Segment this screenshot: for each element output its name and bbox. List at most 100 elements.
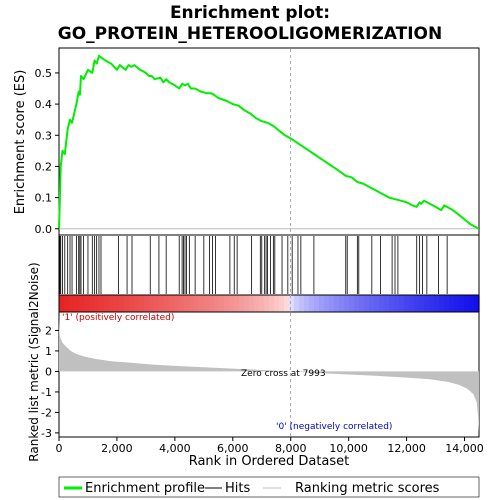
rank-color-segment <box>389 295 395 312</box>
rank-color-segment <box>449 295 455 312</box>
rank-color-segment <box>234 295 240 312</box>
rank-color-segment <box>69 295 75 312</box>
rank-color-segment <box>64 295 70 312</box>
rank-color-segment <box>89 295 95 312</box>
rank-color-bar <box>58 294 480 313</box>
legend-label-hits: Hits <box>225 481 250 496</box>
es-y-tick-label: 0.5 <box>35 67 53 80</box>
es-y-tick-label: 0.3 <box>35 129 53 142</box>
x-tick-label: 2,000 <box>101 442 133 455</box>
rank-color-segment <box>244 295 250 312</box>
rank-color-segment <box>469 295 475 312</box>
chart-title-line-1: Enrichment plot: <box>170 3 330 23</box>
rank-color-segment <box>319 295 325 312</box>
rank-color-segment <box>104 295 110 312</box>
rank-color-segment <box>179 295 185 312</box>
es-y-axis-label: Enrichment score (ES) <box>13 70 28 215</box>
rank-color-segment <box>144 295 150 312</box>
rank-color-segment <box>409 295 415 312</box>
rank-color-segment <box>139 295 145 312</box>
rank-color-segment <box>344 295 350 312</box>
rank-color-segment <box>474 295 480 312</box>
rank-color-segment <box>59 295 65 312</box>
rank-color-segment <box>114 295 120 312</box>
x-tick-label: 12,000 <box>387 442 426 455</box>
ranking-metric-area <box>59 316 479 433</box>
rank-color-segment <box>359 295 365 312</box>
x-axis-label: Rank in Ordered Dataset <box>189 454 350 469</box>
rank-color-segment <box>79 295 85 312</box>
es-y-tick-label: 0.4 <box>35 98 53 111</box>
rank-color-segment <box>254 295 260 312</box>
rank-color-segment <box>349 295 355 312</box>
rank-color-segment <box>324 295 330 312</box>
rank-color-segment <box>364 295 370 312</box>
rank-color-segment <box>379 295 385 312</box>
legend-label-enrichment-profile: Enrichment profile <box>85 481 205 496</box>
rank-color-segment <box>304 295 310 312</box>
x-tick-label: 6,000 <box>217 442 249 455</box>
negative-correlation-label: '0' (negatively correlated) <box>276 422 392 432</box>
rank-color-segment <box>249 295 255 312</box>
es-y-tick-label: 0.1 <box>35 192 53 205</box>
rank-color-segment <box>334 295 340 312</box>
legend-box <box>58 476 480 498</box>
metric-y-tick-label: 2 <box>45 324 52 337</box>
rank-color-segment <box>314 295 320 312</box>
x-tick-label: 8,000 <box>275 442 307 455</box>
rank-color-segment <box>214 295 220 312</box>
rank-color-segment <box>274 295 280 312</box>
rank-color-segment <box>164 295 170 312</box>
rank-color-segment <box>134 295 140 312</box>
enrichment-profile-line <box>58 54 479 230</box>
rank-color-segment <box>109 295 115 312</box>
rank-color-segment <box>259 295 265 312</box>
rank-color-segment <box>84 295 90 312</box>
rank-color-segment <box>294 295 300 312</box>
es-y-tick-label: 0.0 <box>35 223 53 236</box>
rank-color-segment <box>439 295 445 312</box>
rank-color-segment <box>264 295 270 312</box>
rank-color-segment <box>299 295 305 312</box>
metric-y-axis-label: Ranked list metric (Signal2Noise) <box>27 262 41 461</box>
rank-color-segment <box>204 295 210 312</box>
x-tick-label: 4,000 <box>159 442 191 455</box>
rank-color-segment <box>119 295 125 312</box>
rank-color-segment <box>434 295 440 312</box>
rank-color-segment <box>189 295 195 312</box>
rank-color-segment <box>424 295 430 312</box>
rank-color-segment <box>464 295 470 312</box>
rank-color-segment <box>94 295 100 312</box>
rank-color-segment <box>289 295 295 312</box>
rank-color-segment <box>394 295 400 312</box>
rank-color-segment <box>149 295 155 312</box>
metric-y-tick-label: 1 <box>45 345 52 358</box>
rank-color-segment <box>384 295 390 312</box>
x-tick-label: 14,000 <box>445 442 484 455</box>
positive-correlation-label: '1' (positively correlated) <box>62 313 174 323</box>
hits-layer <box>59 236 448 294</box>
metric-layer <box>59 49 479 436</box>
rank-color-segment <box>454 295 460 312</box>
rank-color-segment <box>459 295 465 312</box>
rank-color-segment <box>374 295 380 312</box>
metric-y-tick-label: -2 <box>41 406 52 419</box>
rank-color-segment <box>369 295 375 312</box>
rank-color-segment <box>419 295 425 312</box>
rank-color-segment <box>194 295 200 312</box>
axes-ticks: 0.0 0.1 0.2 0.3 0.4 0.5 2 1 0 -1 -2 -3 0 2,000 4,000 6,… <box>35 67 484 455</box>
rank-color-segment <box>404 295 410 312</box>
es-y-tick-label: 0.2 <box>35 160 53 173</box>
rank-color-segment <box>129 295 135 312</box>
legend: Enrichment profile Hits Ranking metric s… <box>58 476 480 498</box>
rank-color-segment <box>309 295 315 312</box>
rank-color-segment <box>224 295 230 312</box>
rank-color-segment <box>124 295 130 312</box>
zero-cross-label: Zero cross at 7993 <box>241 369 326 379</box>
rank-color-segment <box>219 295 225 312</box>
hits-panel <box>58 234 480 296</box>
rank-color-segment <box>154 295 160 312</box>
rank-color-segment <box>444 295 450 312</box>
metric-y-tick-label: -3 <box>41 427 52 440</box>
rank-color-segment <box>74 295 80 312</box>
